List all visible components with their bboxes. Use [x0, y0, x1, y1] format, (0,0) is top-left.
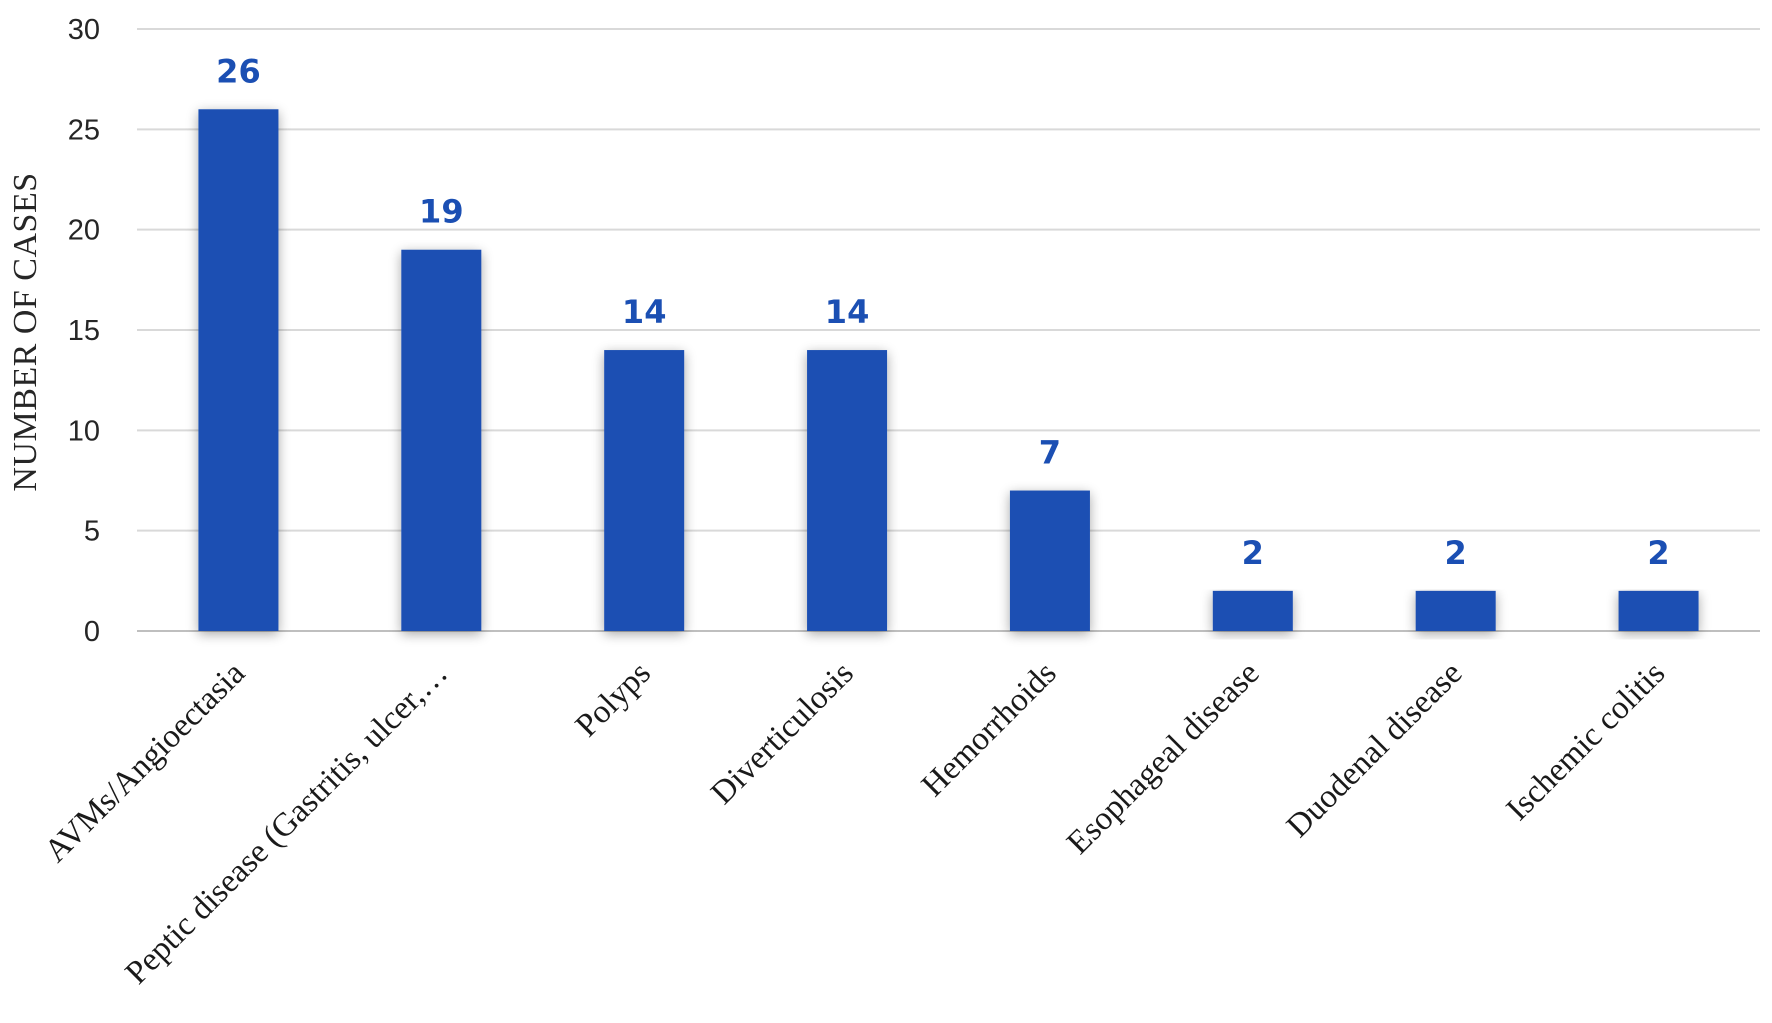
category-label: Esophageal disease [1060, 655, 1266, 861]
bar [604, 350, 685, 631]
data-label: 2 [1242, 534, 1264, 572]
bar [1212, 590, 1293, 631]
bar [401, 249, 482, 631]
bar [1415, 590, 1496, 631]
bar [807, 350, 888, 631]
category-label: Polyps [569, 655, 658, 744]
y-axis-ticks: 0 5 10 15 20 25 30 [68, 14, 100, 648]
y-tick-label: 25 [68, 114, 100, 146]
category-label: Hemorrhoids [915, 655, 1064, 804]
category-label: Diverticulosis [704, 655, 860, 811]
gridlines [137, 28, 1760, 632]
bars [198, 109, 1699, 632]
y-axis-label: NUMBER OF CASES [7, 172, 44, 491]
y-tick-label: 5 [84, 516, 100, 548]
category-label: Duodenal disease [1280, 655, 1469, 844]
data-label: 14 [622, 293, 667, 331]
bar [198, 109, 279, 632]
data-label: 14 [825, 293, 870, 331]
y-tick-label: 30 [68, 14, 100, 46]
data-label: 2 [1647, 534, 1669, 572]
bar [1009, 490, 1090, 631]
data-label: 26 [216, 52, 261, 90]
y-tick-label: 0 [84, 616, 100, 648]
category-label: Ischemic colitis [1500, 655, 1673, 828]
y-tick-label: 15 [68, 315, 100, 347]
bar [1618, 590, 1699, 631]
category-label: AVMs/Angioectasia [38, 655, 253, 870]
y-tick-label: 10 [68, 415, 100, 447]
data-labels: 26 19 14 14 7 2 2 2 [216, 52, 1670, 572]
data-label: 7 [1039, 434, 1061, 472]
data-label: 2 [1445, 534, 1467, 572]
y-tick-label: 20 [68, 215, 100, 247]
data-label: 19 [419, 193, 464, 231]
category-label: Peptic disease (Gastritis, ulcer,… [119, 655, 455, 991]
